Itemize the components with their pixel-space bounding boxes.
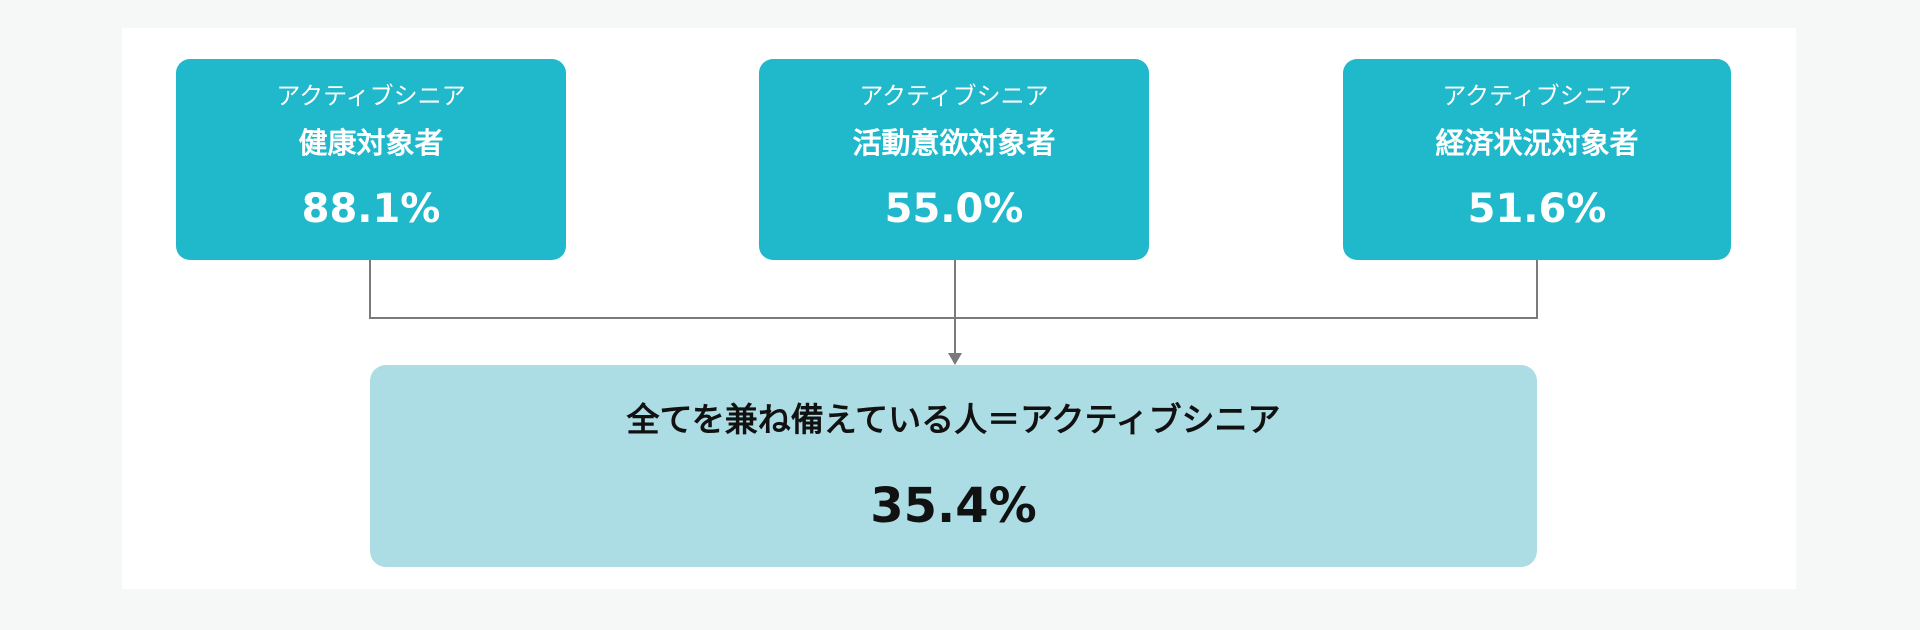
box-percent: 55.0% [884,186,1024,232]
box-percent: 88.1% [301,186,441,232]
box-subtitle: アクティブシニア [1442,82,1632,110]
box-title: 経済状況対象者 [1435,126,1639,160]
connector-center [954,260,956,355]
connector-horizontal [369,317,1538,319]
box-percent: 51.6% [1467,186,1607,232]
connector-left [369,260,371,319]
result-percent: 35.4% [870,478,1037,534]
result-box: 全てを兼ね備えている人＝アクティブシニア 35.4% [370,365,1537,567]
box-subtitle: アクティブシニア [276,82,466,110]
connector-right [1536,260,1538,319]
box-subtitle: アクティブシニア [859,82,1049,110]
box-title: 活動意欲対象者 [852,126,1056,160]
box-motivation: アクティブシニア 活動意欲対象者 55.0% [759,59,1149,260]
box-health: アクティブシニア 健康対象者 88.1% [176,59,566,260]
box-title: 健康対象者 [298,126,444,160]
arrow-down-icon [948,353,962,365]
box-economic: アクティブシニア 経済状況対象者 51.6% [1343,59,1731,260]
result-title: 全てを兼ね備えている人＝アクティブシニア [626,400,1281,439]
